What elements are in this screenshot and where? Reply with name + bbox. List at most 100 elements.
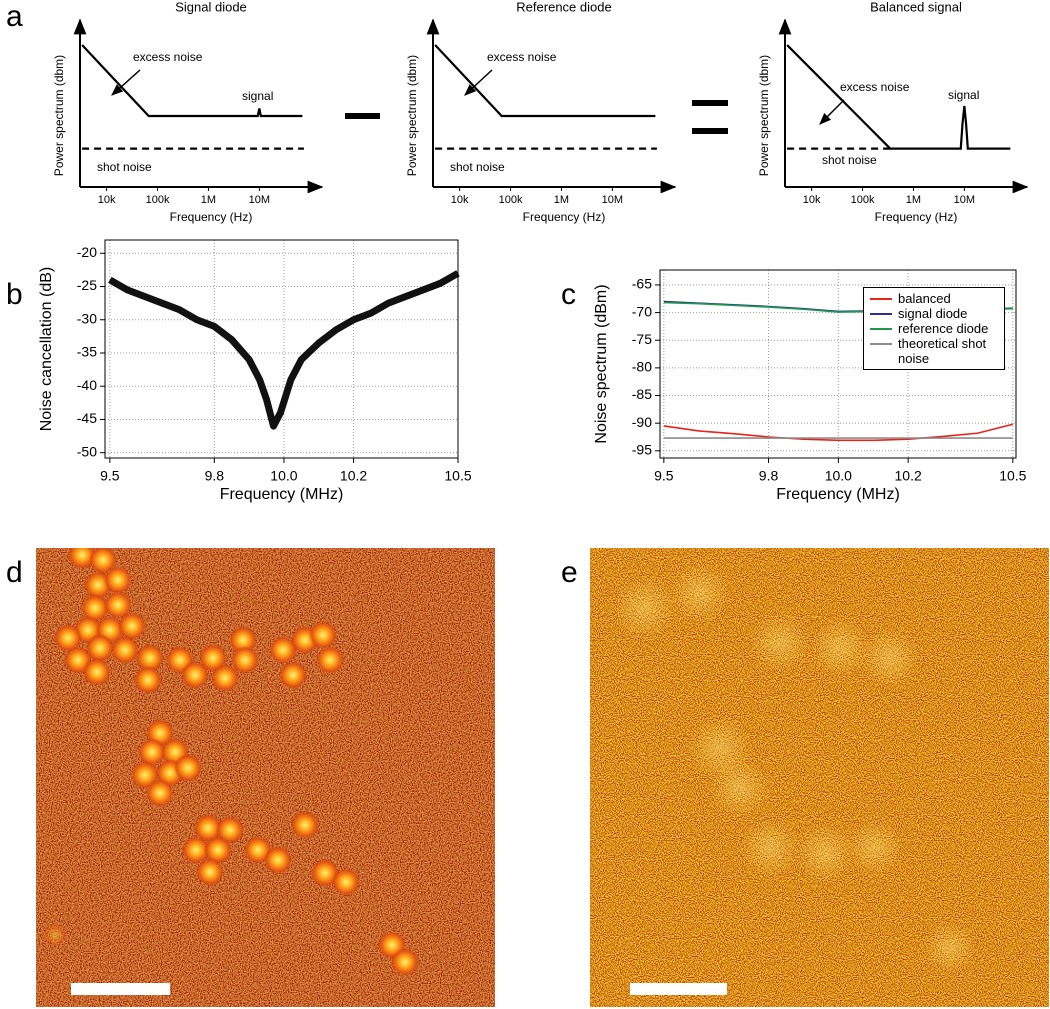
particle — [211, 664, 239, 692]
y-tick-label: -25 — [77, 277, 97, 293]
x-axis-label: Frequency (Hz) — [875, 210, 958, 224]
microscopy-image-d — [36, 548, 495, 1007]
faint-particle — [795, 823, 855, 883]
annotation-arrow — [464, 69, 493, 96]
particle — [391, 948, 419, 976]
x-tick-label: 10.5 — [444, 468, 471, 484]
y-tick-label: -20 — [77, 244, 97, 260]
faint-particle — [613, 576, 677, 640]
minus-sign — [345, 113, 380, 119]
y-tick-label: -30 — [77, 310, 97, 326]
y-tick-label: -85 — [632, 386, 652, 402]
annotation-arrow — [819, 99, 845, 125]
y-axis-label: Power spectrum (dbm) — [405, 55, 419, 176]
x-tick-label: 10k — [98, 194, 116, 206]
y-tick-label: -80 — [632, 359, 652, 375]
x-tick-label: 10.2 — [340, 468, 367, 484]
x-axis-label: Frequency (MHz) — [776, 486, 900, 503]
x-tick-label: 10k — [451, 194, 469, 206]
x-tick-label: 10k — [803, 194, 821, 206]
legend-label: balanced — [898, 291, 951, 306]
particle — [196, 858, 224, 886]
legend-swatch — [870, 343, 892, 345]
annotation: shot noise — [450, 160, 505, 174]
particle — [311, 859, 339, 887]
y-tick-label: -65 — [632, 276, 652, 292]
panel-label: d — [6, 556, 23, 589]
particle — [181, 661, 209, 689]
legend-label: reference diode — [898, 321, 989, 336]
particle — [89, 548, 117, 574]
x-tick-label: 100k — [146, 194, 170, 206]
x-tick-label: 100k — [499, 194, 523, 206]
annotation: excess noise — [133, 50, 203, 64]
x-tick-label: 10.0 — [825, 468, 852, 484]
y-tick-label: -70 — [632, 303, 652, 319]
series-line — [663, 423, 1014, 442]
faint-particle — [750, 613, 810, 673]
legend-swatch — [870, 298, 892, 300]
annotation: shot noise — [822, 153, 877, 167]
x-tick-label: 9.5 — [100, 468, 120, 484]
annotation: excess noise — [840, 80, 910, 94]
particles — [43, 548, 419, 976]
legend-entry: theoretical shot noise — [870, 336, 998, 366]
panel-label: c — [561, 278, 576, 311]
particle — [146, 779, 174, 807]
y-axis-label: Power spectrum (dbm) — [52, 55, 66, 176]
faint-particle — [810, 618, 870, 678]
y-axis-label: Power spectrum (dbm) — [757, 55, 771, 176]
x-tick-label: 10M — [602, 194, 623, 206]
legend-entry: signal diode — [870, 306, 998, 321]
series-line — [108, 270, 460, 430]
particle — [81, 594, 109, 622]
y-tick-label: -35 — [77, 344, 97, 360]
particle — [332, 868, 360, 896]
equals-sign-top — [692, 100, 728, 106]
particle — [134, 666, 162, 694]
x-tick-label: 10M — [249, 194, 270, 206]
y-tick-label: -95 — [632, 442, 652, 458]
x-tick-label: 1M — [554, 194, 569, 206]
chart-title: Signal diode — [175, 0, 247, 14]
x-tick-label: 1M — [201, 194, 216, 206]
particle — [204, 836, 232, 864]
legend: balanced signal diode reference diode theor… — [863, 287, 1005, 370]
x-tick-label: 100k — [851, 194, 875, 206]
x-tick-label: 9.5 — [654, 468, 674, 484]
faint-particle — [860, 628, 920, 688]
legend-label: theoretical shot noise — [898, 336, 987, 366]
particle — [104, 566, 132, 594]
particle — [86, 634, 114, 662]
panel-label: a — [6, 0, 23, 33]
particle — [43, 923, 67, 947]
particle — [138, 738, 166, 766]
y-tick-label: -40 — [77, 377, 97, 393]
x-axis-label: Frequency (Hz) — [170, 210, 253, 224]
scale-bar — [630, 983, 727, 995]
plot-frame — [104, 239, 459, 459]
legend-swatch — [870, 313, 892, 315]
x-tick-label: 1M — [906, 194, 921, 206]
particle — [316, 646, 344, 674]
annotation: signal — [242, 89, 273, 103]
annotation: shot noise — [97, 160, 152, 174]
legend-entry: reference diode — [870, 321, 998, 336]
annotation: excess noise — [487, 50, 557, 64]
series-line — [81, 44, 303, 118]
x-axis-label: Frequency (Hz) — [523, 210, 606, 224]
faint-particle — [710, 758, 770, 818]
y-tick-label: -50 — [77, 443, 97, 459]
particle — [194, 814, 222, 842]
panel-label: e — [561, 556, 578, 589]
scale-bar — [71, 983, 170, 995]
legend-label: signal diode — [898, 306, 968, 321]
particle — [104, 591, 132, 619]
faint-particle — [847, 820, 903, 876]
annotation-arrow — [111, 69, 141, 96]
particle — [54, 624, 82, 652]
y-tick-label: -90 — [632, 414, 652, 430]
particle — [174, 754, 202, 782]
x-axis-label: Frequency (MHz) — [220, 486, 344, 503]
